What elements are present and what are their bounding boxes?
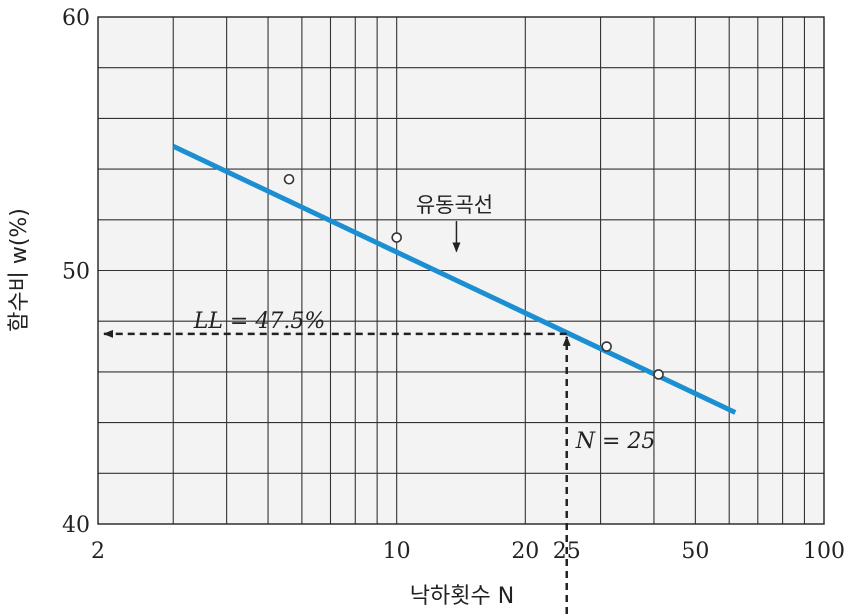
y-tick-labels: 40 50 60 xyxy=(62,6,90,538)
horizontal-grid xyxy=(98,67,824,474)
x-axis-label: 낙하횟수 N xyxy=(410,584,514,609)
x-tick-label: 10 xyxy=(383,539,411,564)
x-tick-labels: 2 10 20 25 50 100 xyxy=(91,539,845,564)
x-tick-label: 25 xyxy=(553,539,581,564)
plot-border xyxy=(97,16,825,525)
data-point xyxy=(283,173,295,185)
ll-label: LL = 47.5% xyxy=(193,309,326,334)
y-axis-label: 함수비 w(%) xyxy=(7,208,32,332)
flow-curve-line xyxy=(172,144,737,415)
n25-label: N = 25 xyxy=(575,429,656,454)
data-point xyxy=(391,232,402,243)
x-tick-label: 50 xyxy=(681,539,709,564)
data-point xyxy=(653,369,664,380)
flow-curve-label: 유동곡선 xyxy=(416,193,493,217)
x-tick-label: 100 xyxy=(803,539,845,564)
y-tick-label: 40 xyxy=(62,513,90,538)
y-tick-label: 50 xyxy=(62,260,90,285)
x-tick-label: 2 xyxy=(91,539,105,564)
data-point xyxy=(601,341,612,352)
x-tick-label: 20 xyxy=(511,539,539,564)
y-tick-label: 60 xyxy=(62,6,90,31)
data-points xyxy=(283,173,664,380)
